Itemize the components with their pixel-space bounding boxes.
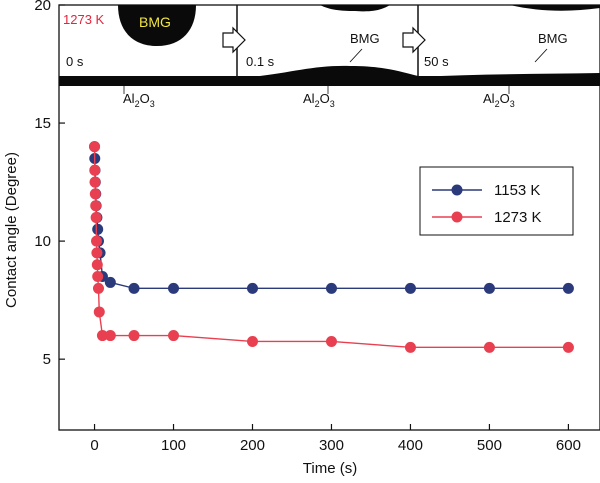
inset-droplet-panel2	[240, 65, 418, 80]
inset-micrographs: 1273 K BMG 0 s 0.1 s BMG 50 s BMG Al2O3 …	[59, 5, 600, 109]
data-point	[168, 330, 180, 342]
inset-substrate-label-panel3: Al2O3	[483, 86, 515, 109]
svg-text:Al2O3: Al2O3	[123, 91, 155, 109]
inset-arrow-panel3	[534, 48, 548, 63]
inset-time-panel1: 0 s	[66, 54, 84, 69]
inset-bmg-label-panel2: BMG	[350, 31, 380, 46]
inset-transition-arrow-1	[222, 26, 246, 54]
inset-bmg-label-panel1: BMG	[139, 14, 171, 30]
x-tick-label: 400	[398, 437, 423, 454]
x-tick-label: 100	[161, 437, 186, 454]
x-tick-label: 600	[556, 437, 581, 454]
data-point	[404, 282, 416, 294]
data-point	[90, 200, 102, 212]
series-2	[89, 141, 574, 353]
data-point	[89, 164, 101, 176]
data-point	[89, 188, 101, 200]
inset-bmg-label-panel3: BMG	[538, 31, 568, 46]
data-point	[104, 330, 116, 342]
data-point	[92, 282, 104, 294]
data-point	[246, 282, 258, 294]
y-tick-label: 15	[34, 115, 51, 132]
inset-arrow-panel2	[349, 48, 363, 63]
legend-marker	[451, 184, 463, 196]
data-point	[246, 335, 258, 347]
data-point	[93, 306, 105, 318]
x-tick-label: 0	[90, 437, 98, 454]
series-layer	[89, 141, 574, 353]
legend-label: 1273 K	[494, 209, 542, 226]
x-axis-title: Time (s)	[303, 460, 357, 477]
data-point	[92, 223, 104, 235]
legend-marker	[451, 211, 463, 223]
x-tick-label: 300	[319, 437, 344, 454]
inset-droplet-panel3	[418, 73, 600, 80]
data-point	[562, 341, 574, 353]
data-point	[128, 282, 140, 294]
legend: 1153 K 1273 K	[419, 166, 574, 236]
data-point	[89, 176, 101, 188]
data-point	[96, 330, 108, 342]
inset-time-panel2: 0.1 s	[246, 54, 275, 69]
data-point	[89, 141, 101, 153]
data-point	[168, 282, 180, 294]
data-point	[90, 212, 102, 223]
legend-entry: 1153 K	[432, 182, 540, 199]
inset-time-panel3: 50 s	[424, 54, 449, 69]
data-point	[562, 282, 574, 294]
data-point	[104, 276, 116, 288]
legend-box	[419, 166, 574, 236]
data-point	[92, 271, 104, 283]
x-tick-label: 500	[477, 437, 502, 454]
inset-temperature-label: 1273 K	[63, 12, 105, 27]
x-tick-label: 200	[240, 437, 265, 454]
legend-entry: 1273 K	[432, 209, 542, 226]
data-point	[128, 330, 140, 342]
inset-top-blob-panel2	[320, 5, 390, 12]
data-point	[483, 282, 495, 294]
inset-substrate-label-panel1: Al2O3	[123, 86, 155, 109]
data-point	[483, 341, 495, 353]
data-point	[325, 282, 337, 294]
y-tick-label: 10	[34, 233, 51, 250]
inset-substrate-bar	[59, 76, 600, 86]
data-point	[325, 335, 337, 347]
inset-top-blob-panel3	[510, 5, 600, 11]
axes: 0 100 200 300 400 500 600 5 10 15 20	[34, 0, 581, 454]
svg-text:Al2O3: Al2O3	[303, 91, 335, 109]
y-tick-label: 20	[34, 0, 51, 14]
data-point	[91, 235, 103, 247]
inset-droplet-panel1	[118, 5, 196, 46]
y-tick-label: 5	[43, 351, 51, 368]
legend-label: 1153 K	[494, 182, 540, 199]
svg-text:Al2O3: Al2O3	[483, 91, 515, 109]
data-point	[404, 341, 416, 353]
inset-substrate-label-panel2: Al2O3	[303, 86, 335, 109]
y-axis-title: Contact angle (Degree)	[3, 152, 20, 308]
inset-transition-arrow-2	[402, 26, 426, 54]
data-point	[91, 259, 103, 271]
data-point	[91, 247, 103, 259]
